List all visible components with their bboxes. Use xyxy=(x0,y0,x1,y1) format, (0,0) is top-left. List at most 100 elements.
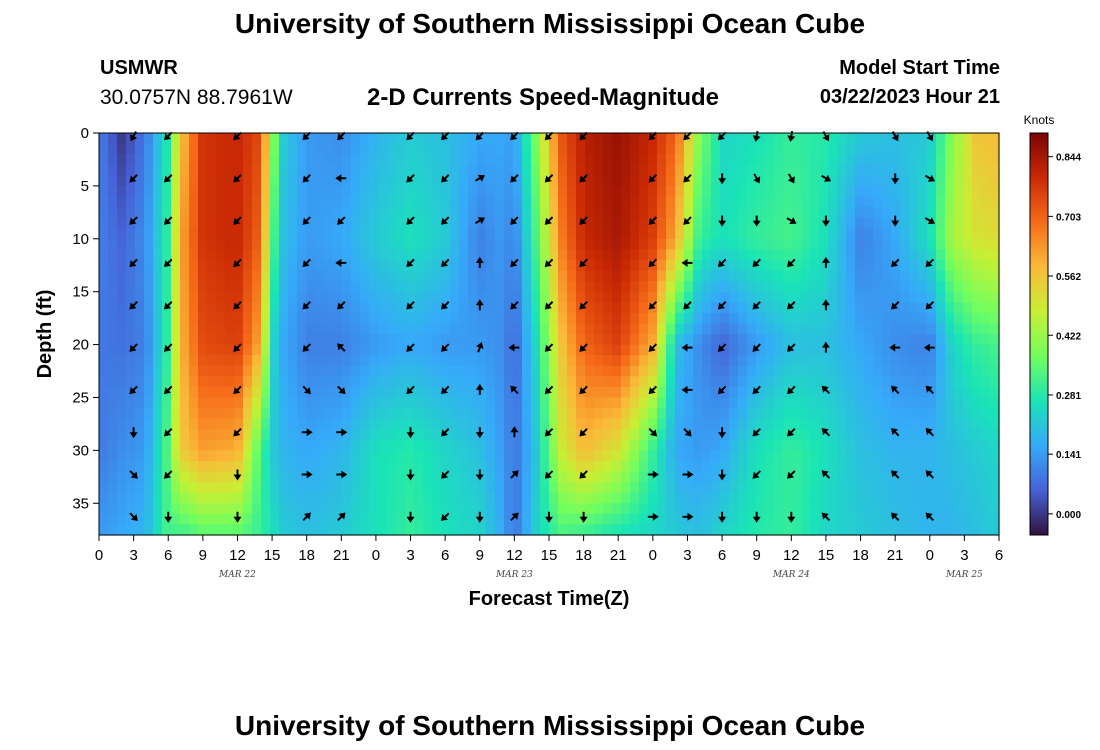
heatmap-cell xyxy=(639,482,649,494)
heatmap-cell xyxy=(693,408,703,420)
heatmap-cell xyxy=(396,524,406,536)
heatmap-cell xyxy=(261,175,271,187)
heatmap-cell xyxy=(837,164,847,176)
heatmap-cell xyxy=(198,397,208,409)
heatmap-cell xyxy=(360,418,370,430)
heatmap-cell xyxy=(990,344,1000,356)
heatmap-cell xyxy=(747,492,757,504)
heatmap-cell xyxy=(846,259,856,272)
heatmap-cell xyxy=(891,408,901,420)
heatmap-cell xyxy=(954,175,964,187)
heatmap-cell xyxy=(351,355,361,367)
heatmap-cell xyxy=(396,355,406,367)
heatmap-cell xyxy=(396,281,406,293)
heatmap-cell xyxy=(720,503,730,515)
heatmap-cell xyxy=(738,270,748,282)
heatmap-cell xyxy=(711,207,721,219)
heatmap-cell xyxy=(540,164,550,176)
heatmap-cell xyxy=(468,175,478,187)
heatmap-cell xyxy=(522,291,532,303)
heatmap-cell xyxy=(729,143,739,155)
heatmap-cell xyxy=(774,418,784,430)
heatmap-cell xyxy=(270,397,280,409)
heatmap-cell xyxy=(504,143,514,155)
heatmap-cell xyxy=(333,238,343,250)
heatmap-cell xyxy=(468,429,478,441)
heatmap-cell xyxy=(333,482,343,494)
heatmap-cell xyxy=(432,439,442,451)
heatmap-cell xyxy=(810,196,820,208)
heatmap-cell xyxy=(234,238,244,250)
heatmap-cell xyxy=(801,238,811,250)
current-arrow xyxy=(302,174,311,183)
current-arrow xyxy=(474,174,485,182)
heatmap-cell xyxy=(288,344,298,356)
heatmap-cell xyxy=(387,386,397,399)
heatmap-cell xyxy=(135,397,145,409)
heatmap-cell xyxy=(801,450,811,462)
heatmap-cell xyxy=(324,408,334,420)
heatmap-cell xyxy=(549,460,559,473)
heatmap-cell xyxy=(846,249,856,261)
heatmap-cell xyxy=(315,143,325,155)
heatmap-cell xyxy=(216,460,226,473)
heatmap-cell xyxy=(297,185,307,198)
heatmap-cell xyxy=(414,355,424,367)
heatmap-cell xyxy=(720,471,730,483)
heatmap-cell xyxy=(351,334,361,346)
heatmap-cell xyxy=(936,439,946,451)
heatmap-cell xyxy=(135,524,145,536)
heatmap-cell xyxy=(396,408,406,420)
heatmap-cell xyxy=(99,408,109,420)
heatmap-cell xyxy=(252,207,262,219)
heatmap-cell xyxy=(693,524,703,536)
heatmap-cell xyxy=(720,175,730,187)
heatmap-cell xyxy=(972,397,982,409)
heatmap-cell xyxy=(756,482,766,494)
heatmap-cell xyxy=(297,524,307,536)
heatmap-cell xyxy=(315,228,325,240)
heatmap-cell xyxy=(180,207,190,219)
heatmap-cell xyxy=(432,196,442,208)
heatmap-cell xyxy=(126,429,136,441)
heatmap-cell xyxy=(621,439,631,451)
heatmap-cell xyxy=(864,185,874,198)
heatmap-cell xyxy=(666,302,676,314)
heatmap-cell xyxy=(810,524,820,536)
heatmap-cell xyxy=(576,164,586,176)
current-arrow xyxy=(648,174,658,183)
current-arrow xyxy=(302,258,311,268)
heatmap-cell xyxy=(522,450,532,462)
heatmap-cell xyxy=(801,524,811,536)
heatmap-cell xyxy=(144,334,154,346)
heatmap-cell xyxy=(846,281,856,293)
heatmap-cell xyxy=(522,164,532,176)
heatmap-cell xyxy=(846,312,856,325)
heatmap-cell xyxy=(657,386,667,399)
heatmap-cell xyxy=(459,471,469,483)
heatmap-cell xyxy=(252,133,262,145)
heatmap-cell xyxy=(522,249,532,261)
heatmap-cell xyxy=(549,164,559,176)
heatmap-cell xyxy=(639,376,649,388)
heatmap-cell xyxy=(855,196,865,208)
heatmap-cell xyxy=(288,355,298,367)
current-arrow xyxy=(233,385,242,395)
heatmap-cell xyxy=(369,355,379,367)
heatmap-cell xyxy=(774,334,784,346)
heatmap-cell xyxy=(927,524,937,536)
heatmap-cell xyxy=(792,238,802,250)
heatmap-cell xyxy=(819,249,829,261)
heatmap-cell xyxy=(765,175,775,187)
heatmap-cell xyxy=(252,312,262,325)
current-arrow xyxy=(787,385,796,395)
heatmap-cell xyxy=(234,450,244,462)
heatmap-cell xyxy=(864,143,874,155)
heatmap-cell xyxy=(828,291,838,303)
heatmap-cell xyxy=(513,312,523,325)
heatmap-cell xyxy=(720,143,730,155)
heatmap-cell xyxy=(243,355,253,367)
heatmap-cell xyxy=(225,450,235,462)
heatmap-cell xyxy=(837,376,847,388)
heatmap-cell xyxy=(216,154,226,166)
